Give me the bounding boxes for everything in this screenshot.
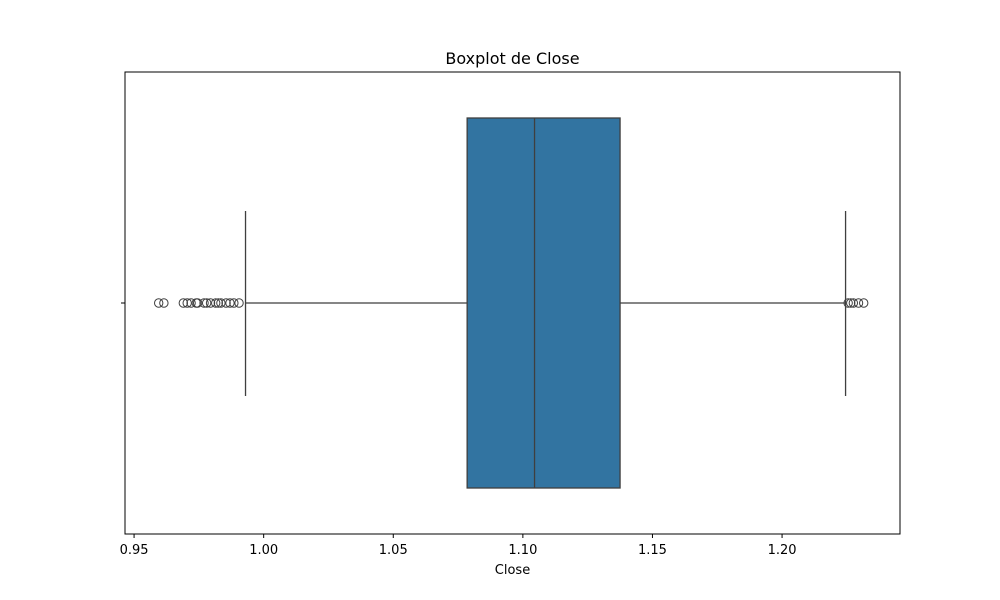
outlier-point <box>192 298 203 308</box>
outlier-point <box>848 298 859 308</box>
x-tick-label: 1.00 <box>249 543 278 558</box>
outlier-point <box>159 298 169 308</box>
x-tick-label: 0.95 <box>120 543 149 558</box>
x-axis-ticks: 0.95 1.00 1.05 1.10 1.15 1.20 <box>120 534 797 558</box>
outlier-point <box>182 298 192 308</box>
outlier-point <box>853 298 864 308</box>
outlier-point <box>843 298 853 308</box>
outlier-point <box>211 298 221 308</box>
outlier-point <box>216 298 226 308</box>
x-axis-label: Close <box>495 563 530 578</box>
outlier-point <box>199 298 209 308</box>
outlier-point <box>229 298 239 308</box>
outlier-point <box>178 298 189 308</box>
chart-title: Boxplot de Close <box>445 49 579 68</box>
x-tick-label: 1.10 <box>508 543 537 558</box>
outliers-group <box>153 298 869 308</box>
outlier-point <box>221 298 231 308</box>
outlier-point <box>201 298 212 308</box>
outlier-point <box>225 298 235 308</box>
outlier-point <box>213 298 224 308</box>
outlier-point <box>234 298 244 308</box>
x-tick-label: 1.15 <box>638 543 667 558</box>
outlier-point <box>859 298 869 308</box>
outlier-point <box>205 298 216 308</box>
outlier-point <box>846 298 856 308</box>
x-tick-label: 1.05 <box>379 543 408 558</box>
outlier-point <box>186 298 196 308</box>
iqr-box <box>466 117 621 489</box>
box-group <box>244 117 847 489</box>
x-tick-label: 1.20 <box>768 543 797 558</box>
outlier-point <box>153 298 164 308</box>
